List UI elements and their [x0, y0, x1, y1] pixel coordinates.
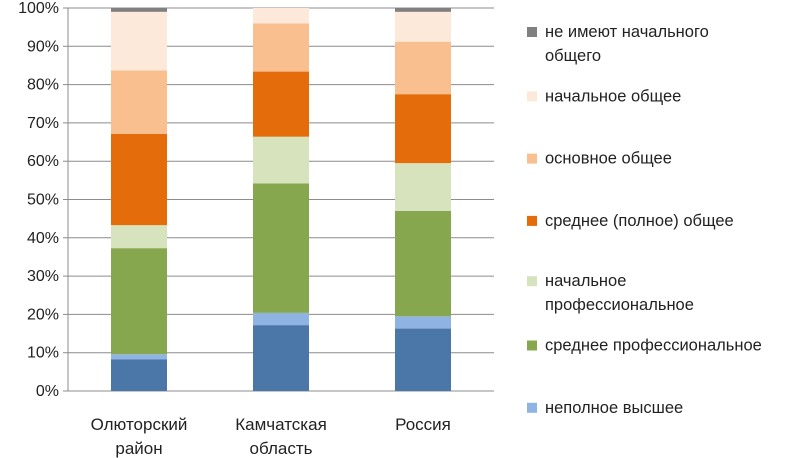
- x-category-label: Россия: [395, 415, 451, 434]
- y-tick-label: 30%: [27, 268, 59, 285]
- y-tick-label: 70%: [27, 115, 59, 132]
- y-tick-label: 50%: [27, 192, 59, 209]
- y-tick-label: 20%: [27, 306, 59, 323]
- legend-label: среднее (полное) общее: [545, 212, 734, 230]
- bar-segment: [395, 328, 451, 391]
- bar-segment: [111, 359, 167, 391]
- bar-segment: [395, 210, 451, 317]
- legend: не имеют начального общего начальное общее…: [527, 23, 762, 417]
- legend-swatch: [527, 91, 537, 102]
- bar-segment: [395, 41, 451, 95]
- legend-label: среднее профессиональное: [545, 337, 762, 355]
- bar-segment: [395, 11, 451, 42]
- bar-segment: [253, 8, 309, 24]
- legend-label: начальное профессиональное: [545, 272, 694, 314]
- bar-segment: [111, 225, 167, 249]
- bar-segment: [253, 136, 309, 184]
- bar-segment: [395, 163, 451, 211]
- bar-segment: [111, 70, 167, 135]
- legend-label: начальное общее: [545, 87, 681, 105]
- bar-segment: [111, 248, 167, 355]
- x-axis-labels: Олюторский район Камчатская область Россия: [91, 415, 451, 458]
- bar-segment: [395, 94, 451, 164]
- bar-segment: [253, 23, 309, 72]
- bar-segment: [253, 325, 309, 391]
- x-category-label: Камчатская область: [235, 415, 327, 458]
- legend-swatch: [527, 153, 537, 164]
- bar-segment: [395, 316, 451, 329]
- y-tick-label: 80%: [27, 77, 59, 94]
- bar-segment: [111, 11, 167, 71]
- y-tick-label: 60%: [27, 153, 59, 170]
- bar-segment: [111, 134, 167, 226]
- legend-swatch: [527, 402, 537, 413]
- y-tick-label: 90%: [27, 38, 59, 55]
- legend-swatch: [527, 27, 537, 37]
- legend-label: не имеют начального общего: [545, 23, 709, 65]
- legend-label: основное общее: [545, 150, 672, 168]
- x-category-label: Олюторский район: [91, 415, 188, 458]
- y-tick-label: 0%: [36, 383, 59, 400]
- y-tick-label: 100%: [18, 0, 59, 17]
- legend-swatch: [527, 215, 537, 226]
- y-tick-label: 40%: [27, 230, 59, 247]
- bar-segment: [253, 71, 309, 137]
- bar-segment: [395, 8, 451, 12]
- bar-segment: [111, 354, 167, 360]
- y-axis: 0% 10% 20% 30% 40% 50% 60% 70% 80% 90% 100%: [18, 0, 69, 400]
- y-tick-label: 10%: [27, 345, 59, 362]
- bar-segment: [253, 183, 309, 313]
- bar-segment: [111, 8, 167, 12]
- legend-label: неполное высшее: [545, 399, 683, 417]
- bars: [111, 8, 451, 391]
- bar-segment: [253, 312, 309, 326]
- legend-swatch: [527, 276, 537, 287]
- legend-swatch: [527, 340, 537, 351]
